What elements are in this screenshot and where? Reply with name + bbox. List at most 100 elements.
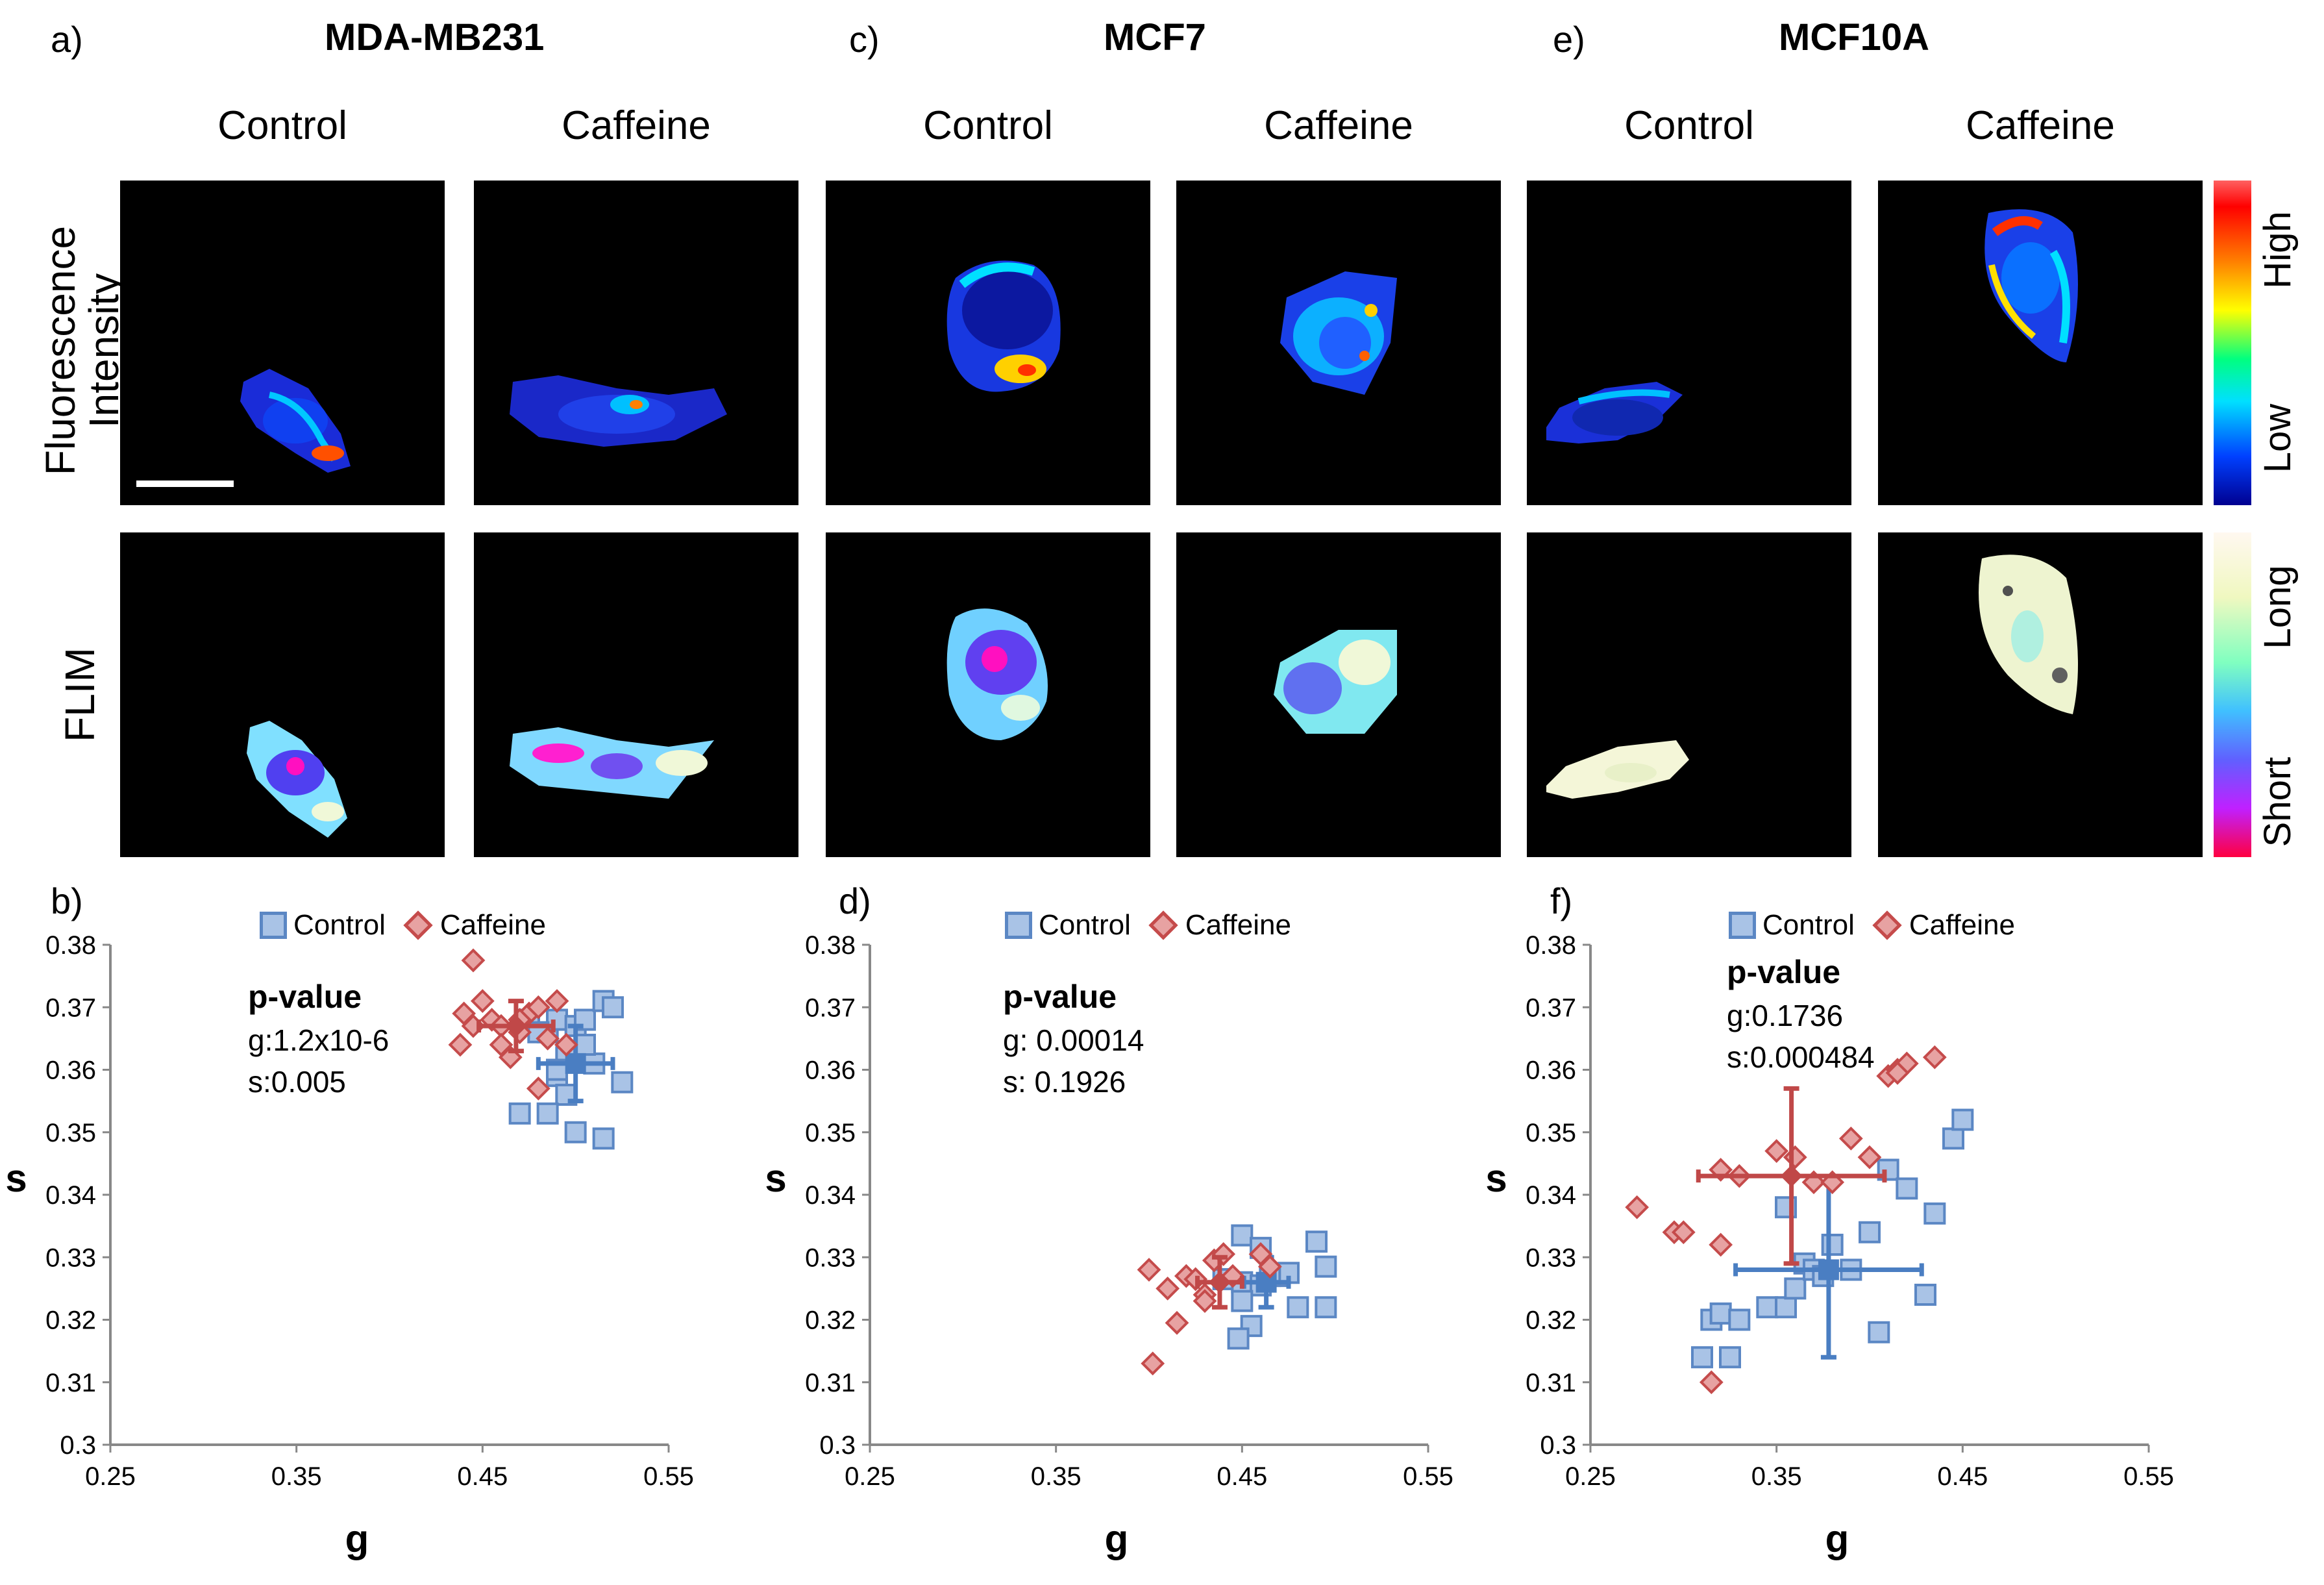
control-point — [564, 1121, 587, 1143]
x-axis-label: g — [1825, 1517, 1849, 1560]
y-tick-label: 0.36 — [805, 1056, 856, 1085]
intensity-image-mcf7-caffeine — [1176, 181, 1501, 505]
control-point — [574, 1008, 596, 1031]
condition-title: Control — [217, 103, 347, 148]
panel-letter-f: f) — [1550, 880, 1573, 921]
caffeine-point — [1625, 1195, 1650, 1219]
y-tick-label: 0.36 — [1526, 1056, 1576, 1085]
flim-image-mda-control — [120, 532, 445, 857]
flim-image-mcf7-control — [826, 532, 1150, 857]
control-point — [1728, 1308, 1751, 1331]
pvalue-s: s: 0.1926 — [1003, 1065, 1126, 1099]
control-point — [1868, 1321, 1890, 1343]
chart-legend: Control Caffeine — [1729, 909, 2015, 942]
flim-image-mcf7-caffeine — [1176, 532, 1501, 857]
caffeine-point — [1885, 1060, 1910, 1085]
pvalue-g: g: 0.00014 — [1003, 1023, 1144, 1057]
caffeine-point — [1141, 1351, 1165, 1376]
y-tick-label: 0.3 — [60, 1431, 96, 1460]
caffeine-point — [1783, 1145, 1807, 1169]
caffeine-point — [1699, 1370, 1724, 1395]
flim-image-mda-caffeine — [474, 532, 798, 857]
caffeine-mean-errorbar — [1696, 1086, 1887, 1266]
y-tick-label: 0.35 — [1526, 1119, 1576, 1147]
pvalue-title: p-value — [1003, 979, 1117, 1015]
y-tick-label: 0.37 — [1526, 993, 1576, 1022]
control-point — [602, 996, 624, 1019]
x-axis-label: g — [1105, 1517, 1129, 1560]
y-tick-label: 0.31 — [1526, 1369, 1576, 1397]
x-tick-label: 0.25 — [85, 1462, 136, 1491]
legend-caffeine-label: Caffeine — [1185, 909, 1291, 941]
y-tick-label: 0.34 — [45, 1181, 96, 1210]
control-marker-icon — [1005, 912, 1032, 939]
control-point — [1756, 1296, 1779, 1319]
caffeine-mean-errorbar — [1195, 1254, 1244, 1310]
pvalue-s: s:0.005 — [248, 1065, 346, 1099]
y-tick-label: 0.33 — [1526, 1243, 1576, 1272]
y-tick-label: 0.33 — [45, 1243, 96, 1272]
y-tick-label: 0.31 — [805, 1369, 856, 1397]
caffeine-point — [448, 1032, 473, 1057]
control-point — [1775, 1296, 1797, 1319]
intensity-image-mcf10a-caffeine — [1878, 181, 2203, 505]
condition-title: Caffeine — [1264, 103, 1413, 148]
panel-letter-c: c) — [849, 19, 880, 60]
x-tick-label: 0.35 — [271, 1462, 322, 1491]
caffeine-point — [1248, 1242, 1273, 1266]
condition-title: Caffeine — [1966, 103, 2115, 148]
control-point — [1227, 1327, 1250, 1350]
y-tick-label: 0.35 — [45, 1119, 96, 1147]
scatter-chart-d: 0.3 0.31 0.32 0.33 0.34 0.35 0.36 0.37 0.38 0.25 0… — [760, 896, 1603, 1582]
control-point — [1315, 1255, 1337, 1278]
control-point — [536, 1102, 559, 1125]
caffeine-point — [1137, 1258, 1161, 1282]
intensity-image-mda-control — [120, 181, 445, 505]
pvalue-box: p-value g:1.2x10-6 s:0.005 — [248, 974, 389, 1103]
chart-legend: Control Caffeine — [1005, 909, 1291, 942]
pvalue-box: p-value g:0.1736 s:0.000484 — [1727, 949, 1875, 1079]
pvalue-box: p-value g: 0.00014 s: 0.1926 — [1003, 974, 1144, 1103]
y-axis-label: s — [1485, 1156, 1507, 1200]
caffeine-point — [470, 989, 495, 1014]
flim-colorbar — [2214, 532, 2251, 857]
legend-control-label: Control — [293, 909, 386, 941]
pvalue-g: g:1.2x10-6 — [248, 1023, 389, 1057]
x-tick-label: 0.55 — [643, 1462, 694, 1491]
control-point — [1923, 1202, 1946, 1225]
legend-caffeine-label: Caffeine — [439, 909, 546, 941]
control-point — [611, 1071, 634, 1093]
x-tick-label: 0.45 — [1217, 1462, 1267, 1491]
y-tick-label: 0.3 — [1540, 1431, 1576, 1460]
caffeine-point — [1193, 1289, 1217, 1314]
control-point — [1315, 1296, 1337, 1319]
chart-legend: Control Caffeine — [260, 909, 546, 942]
y-tick-label: 0.31 — [45, 1369, 96, 1397]
control-point — [1691, 1346, 1713, 1369]
legend-caffeine-label: Caffeine — [1909, 909, 2015, 941]
caffeine-point — [554, 1032, 578, 1057]
caffeine-point — [526, 995, 550, 1019]
scatter-chart-f: 0.3 0.31 0.32 0.33 0.34 0.35 0.36 0.37 0.38 0.25 0… — [1480, 896, 2324, 1582]
panel-letter-b: b) — [51, 880, 83, 921]
x-tick-label: 0.25 — [1565, 1462, 1616, 1491]
x-axis-label: g — [345, 1517, 369, 1560]
row-label-flim: FLIM — [56, 647, 103, 742]
control-point — [1821, 1234, 1844, 1256]
control-point — [508, 1102, 531, 1125]
row-label-intensity: Fluorescence Intensity — [37, 225, 128, 476]
colorbar-short-label: Short — [2256, 756, 2299, 847]
caffeine-point — [545, 989, 569, 1014]
y-tick-label: 0.37 — [805, 993, 856, 1022]
y-axis-label: s — [765, 1156, 786, 1200]
y-tick-label: 0.34 — [805, 1181, 856, 1210]
condition-title: Control — [1624, 103, 1754, 148]
intensity-image-mcf10a-control — [1527, 181, 1851, 505]
x-tick-label: 0.35 — [1751, 1462, 1802, 1491]
legend-control-label: Control — [1762, 909, 1855, 941]
x-tick-label: 0.35 — [1031, 1462, 1082, 1491]
pvalue-g: g:0.1736 — [1727, 999, 1844, 1032]
condition-title: Caffeine — [562, 103, 711, 148]
caffeine-point — [461, 948, 486, 973]
control-point — [1719, 1346, 1741, 1369]
